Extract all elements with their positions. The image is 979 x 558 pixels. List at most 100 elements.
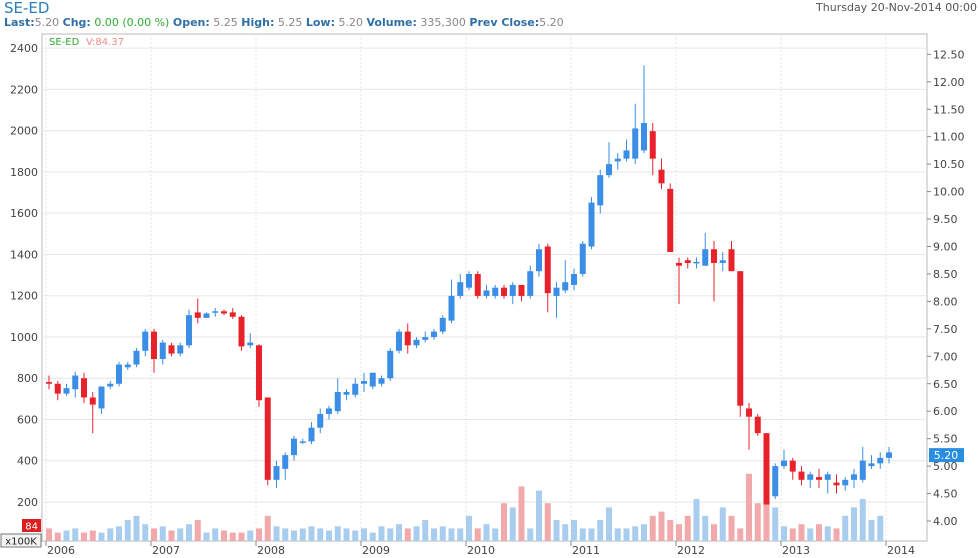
volume-bar (448, 528, 455, 541)
candle-body (859, 460, 866, 480)
quote-datetime: Thursday 20-Nov-2014 00:00 (816, 1, 977, 14)
volume-badge-box (22, 519, 41, 532)
volume-bar (719, 507, 726, 541)
candle-body (492, 287, 499, 296)
right-tick-label: 5.00 (933, 460, 958, 473)
volume-scale: x100K (0, 533, 42, 548)
high-value: 5.25 (277, 16, 303, 29)
candle-body (247, 342, 254, 346)
candle-body (789, 460, 796, 472)
left-tick-label: 600 (17, 413, 38, 426)
volume-bar (746, 473, 752, 541)
candle-body (221, 311, 227, 314)
candle-body (431, 331, 437, 338)
candle-body (326, 408, 332, 414)
candle-body (719, 260, 726, 263)
candle-body (282, 455, 289, 469)
volume-bar (772, 507, 779, 541)
quote-stats: Last:5.20 Chg: 0.00 (0.00 %) Open: 5.25 … (4, 16, 564, 29)
right-tick-label: 8.50 (933, 268, 958, 281)
candle-body (877, 457, 884, 464)
candle-body (746, 408, 752, 417)
volume-scale-box (0, 533, 42, 548)
candle-body (816, 477, 822, 480)
volume-bar (81, 532, 87, 541)
candle-body (361, 381, 367, 384)
candle-body (46, 382, 52, 384)
candle-body (107, 383, 114, 387)
volume-bar (702, 515, 709, 541)
candle-body (483, 290, 490, 296)
candle-body (781, 460, 787, 467)
volume-bar (116, 526, 122, 541)
volume-bar (142, 524, 149, 541)
volume-bar (317, 528, 324, 541)
right-tick-label: 9.50 (933, 213, 958, 226)
volume-bar (404, 528, 411, 541)
candle-body (264, 397, 271, 480)
candle-body (693, 261, 700, 264)
last-price-tag-box (929, 448, 964, 463)
candle-body (352, 383, 359, 395)
candle-body (343, 391, 350, 395)
candle-body (632, 128, 639, 159)
candle-body (886, 452, 892, 458)
candle-body (177, 345, 184, 354)
volume-bar (676, 524, 682, 541)
candle-body (124, 364, 131, 368)
candle-body (404, 331, 411, 346)
candle-body (422, 337, 429, 340)
volume-bar (649, 515, 656, 541)
candle-body (133, 350, 140, 365)
volume-bar (868, 520, 875, 541)
volume-bar (46, 528, 52, 541)
chg-value: 0.00 (0.00 %) (94, 16, 170, 29)
candle-body (536, 249, 542, 272)
candle-body (851, 474, 857, 480)
volume-bar (133, 515, 140, 541)
candle-body (711, 249, 717, 263)
volume-bar (501, 503, 507, 541)
volume-bar (247, 530, 254, 541)
left-tick-label: 1800 (10, 166, 38, 179)
volume-bar (509, 507, 516, 541)
chart-axes (45, 53, 931, 546)
volume-bar (641, 524, 647, 541)
candle-body (63, 388, 70, 394)
volume-bar (824, 526, 831, 541)
x-tick-label: 2012 (677, 544, 705, 557)
volume-label: Volume: (366, 16, 417, 29)
volume-bar (89, 530, 96, 541)
right-tick-label: 7.50 (933, 323, 958, 336)
candle-body (509, 284, 516, 296)
volume-bar (159, 526, 166, 541)
chg-label: Chg: (62, 16, 91, 29)
volume-bar (754, 503, 761, 541)
volume-bar (684, 515, 691, 541)
prev-close-label: Prev Close: (469, 16, 540, 29)
volume-value: 335,300 (420, 16, 466, 29)
last-label: Last: (4, 16, 35, 29)
volume-bar (334, 526, 341, 541)
volume-bar (597, 520, 604, 541)
volume-bar (229, 532, 236, 541)
volume-bar (571, 520, 577, 541)
volume-bar (299, 528, 306, 541)
low-value: 5.20 (338, 16, 364, 29)
symbol-title: SE-ED (4, 0, 50, 17)
candle-body (299, 441, 306, 443)
candle-body (203, 313, 210, 318)
volume-bar (151, 528, 157, 541)
candle-body (317, 413, 324, 428)
volume-bar (422, 520, 429, 541)
candle-body (116, 364, 122, 384)
volume-bar (562, 524, 569, 541)
volume-bar (186, 524, 192, 541)
candle-body (842, 479, 849, 486)
volume-bar (256, 528, 262, 541)
candle-body (369, 372, 376, 387)
volume-bar (291, 530, 297, 541)
volume-bar (439, 526, 446, 541)
volume-bar (378, 526, 385, 541)
